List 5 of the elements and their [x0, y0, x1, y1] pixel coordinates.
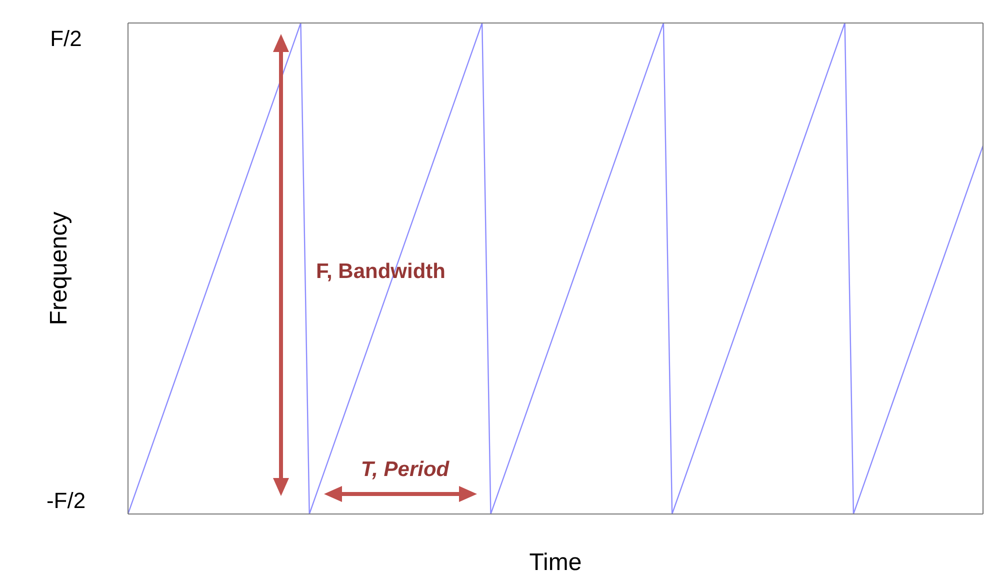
annotation: T, Period — [360, 458, 450, 481]
text: F/2 — [50, 26, 82, 51]
x-axis-title: Time — [529, 549, 582, 576]
text: -F/2 — [46, 488, 86, 513]
y-axis-title: Frequency — [46, 212, 73, 326]
